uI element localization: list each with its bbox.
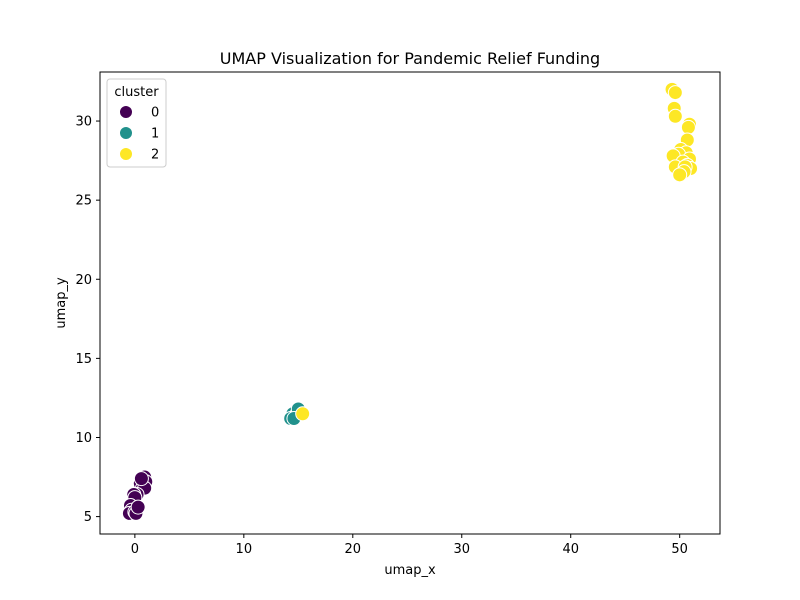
x-axis-label: umap_x xyxy=(384,563,436,578)
data-point-cluster-2 xyxy=(672,167,688,183)
plot-background xyxy=(100,72,720,534)
legend-marker-cluster-2 xyxy=(119,147,133,161)
x-tick-label: 30 xyxy=(453,542,470,557)
data-point-cluster-0 xyxy=(130,499,146,515)
y-tick-label: 10 xyxy=(75,431,92,446)
data-point-cluster-2 xyxy=(667,85,683,101)
data-point-cluster-2 xyxy=(667,108,683,124)
x-tick-label: 0 xyxy=(131,542,139,557)
chart-title: UMAP Visualization for Pandemic Relief F… xyxy=(220,49,600,68)
y-tick-label: 5 xyxy=(84,510,92,525)
y-tick-label: 20 xyxy=(75,273,92,288)
plot-frame xyxy=(99,71,721,535)
y-tick-label: 15 xyxy=(75,352,92,367)
legend-marker-cluster-0 xyxy=(119,105,133,119)
legend-box xyxy=(106,78,167,168)
y-tick-label: 25 xyxy=(75,194,92,209)
data-point-cluster-2 xyxy=(295,406,311,422)
legend-title: cluster xyxy=(114,85,159,100)
legend-label-cluster-2: 2 xyxy=(151,148,159,163)
legend-label-cluster-0: 0 xyxy=(151,106,159,121)
legend-marker-cluster-1 xyxy=(119,126,133,140)
y-tick-label: 30 xyxy=(75,115,92,130)
x-tick-label: 10 xyxy=(236,542,253,557)
legend-label-cluster-1: 1 xyxy=(151,127,159,142)
data-points xyxy=(121,81,699,521)
x-tick-label: 20 xyxy=(345,542,362,557)
data-point-cluster-0 xyxy=(133,471,149,487)
x-tick-label: 40 xyxy=(562,542,579,557)
legend: cluster 0 1 2 xyxy=(106,78,167,168)
y-axis-label: umap_y xyxy=(54,277,69,329)
plot-area xyxy=(100,72,720,534)
data-point-cluster-2 xyxy=(680,119,696,135)
x-tick-label: 50 xyxy=(671,542,688,557)
